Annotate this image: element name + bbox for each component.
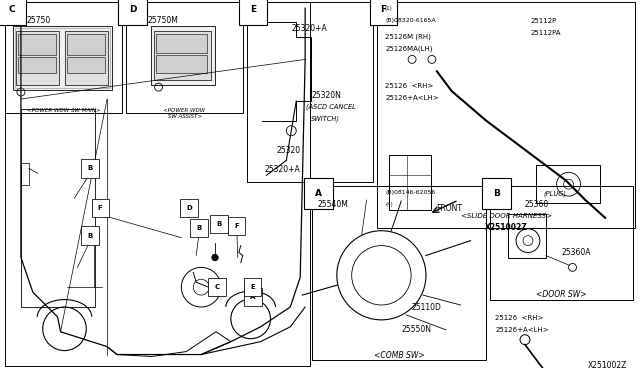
Text: 25126+A<LH>: 25126+A<LH>	[385, 95, 439, 101]
Bar	[126, 2, 243, 113]
Bar	[18, 57, 56, 73]
Bar	[18, 34, 56, 55]
Bar	[490, 186, 633, 300]
Text: 25360A: 25360A	[562, 248, 591, 257]
Bar	[16, 31, 59, 85]
Text: E: E	[250, 284, 255, 290]
Text: 25126  <RH>: 25126 <RH>	[385, 83, 434, 89]
Text: <POWER WDW SW MAIN>: <POWER WDW SW MAIN>	[27, 108, 100, 113]
Text: 25126+A<LH>: 25126+A<LH>	[495, 327, 549, 333]
Text: 25540M: 25540M	[317, 200, 348, 209]
Text: D: D	[186, 205, 192, 211]
Text: X251002Z: X251002Z	[588, 362, 627, 371]
Text: (PLUG): (PLUG)	[544, 190, 567, 197]
Text: D: D	[129, 5, 136, 14]
Text: X251002Z: X251002Z	[484, 223, 527, 232]
Text: <DOOR SW>: <DOOR SW>	[536, 290, 587, 299]
Bar	[156, 55, 207, 73]
Text: 25112P: 25112P	[531, 18, 557, 24]
Text: E: E	[250, 5, 256, 14]
Bar	[5, 2, 310, 366]
Bar	[389, 155, 431, 210]
Text: C: C	[8, 5, 15, 14]
Text: B: B	[88, 233, 93, 239]
Text: 25320: 25320	[276, 145, 301, 155]
Text: FRONT: FRONT	[436, 204, 462, 213]
Text: 25126MA(LH): 25126MA(LH)	[385, 45, 433, 52]
Bar	[67, 34, 105, 55]
Text: (B)08146-62056: (B)08146-62056	[385, 190, 436, 195]
Text: 25110D: 25110D	[411, 303, 441, 312]
Text: 25360: 25360	[525, 200, 549, 209]
Bar	[508, 214, 546, 259]
Bar	[156, 34, 207, 54]
Bar	[378, 2, 635, 228]
Text: C: C	[214, 284, 220, 290]
Text: (ASCD CANCEL: (ASCD CANCEL	[306, 104, 356, 110]
Bar	[150, 26, 215, 85]
Text: F: F	[234, 223, 239, 229]
Bar	[21, 109, 95, 307]
Text: (4): (4)	[385, 202, 393, 207]
Text: B: B	[196, 225, 202, 231]
Text: 25320+A: 25320+A	[264, 166, 300, 174]
Text: (1): (1)	[385, 6, 392, 11]
Text: B: B	[493, 189, 500, 198]
Bar	[67, 57, 105, 73]
Text: 25750M: 25750M	[148, 16, 179, 25]
Circle shape	[212, 254, 218, 260]
Bar	[13, 26, 112, 90]
Text: A: A	[250, 294, 255, 300]
Text: SWITCH): SWITCH)	[311, 116, 340, 122]
Text: A: A	[315, 189, 322, 198]
Text: 25112PA: 25112PA	[531, 30, 561, 36]
Bar	[312, 186, 486, 360]
Bar	[246, 2, 374, 182]
Bar	[536, 166, 600, 203]
Text: 25320N: 25320N	[311, 91, 341, 100]
Bar	[5, 2, 122, 113]
Text: F: F	[380, 5, 387, 14]
Text: <POWER WDW
 SW ASSIST>: <POWER WDW SW ASSIST>	[163, 108, 205, 119]
Bar	[65, 31, 108, 85]
Text: 25550N: 25550N	[401, 325, 431, 334]
Text: B: B	[88, 165, 93, 171]
Bar	[15, 28, 110, 88]
Bar	[154, 31, 211, 80]
Text: (B)08320-6165A: (B)08320-6165A	[385, 18, 436, 23]
Text: 25126  <RH>: 25126 <RH>	[495, 315, 543, 321]
Text: F: F	[98, 205, 102, 211]
Text: <COMB SW>: <COMB SW>	[374, 350, 424, 360]
Text: B: B	[216, 221, 221, 227]
Text: 25750: 25750	[27, 16, 51, 25]
Text: <SLIDE DOOR HARNESS>: <SLIDE DOOR HARNESS>	[461, 213, 552, 219]
Text: 25320+A: 25320+A	[291, 24, 327, 33]
Text: 25126M (RH): 25126M (RH)	[385, 34, 431, 40]
Bar	[21, 163, 29, 185]
